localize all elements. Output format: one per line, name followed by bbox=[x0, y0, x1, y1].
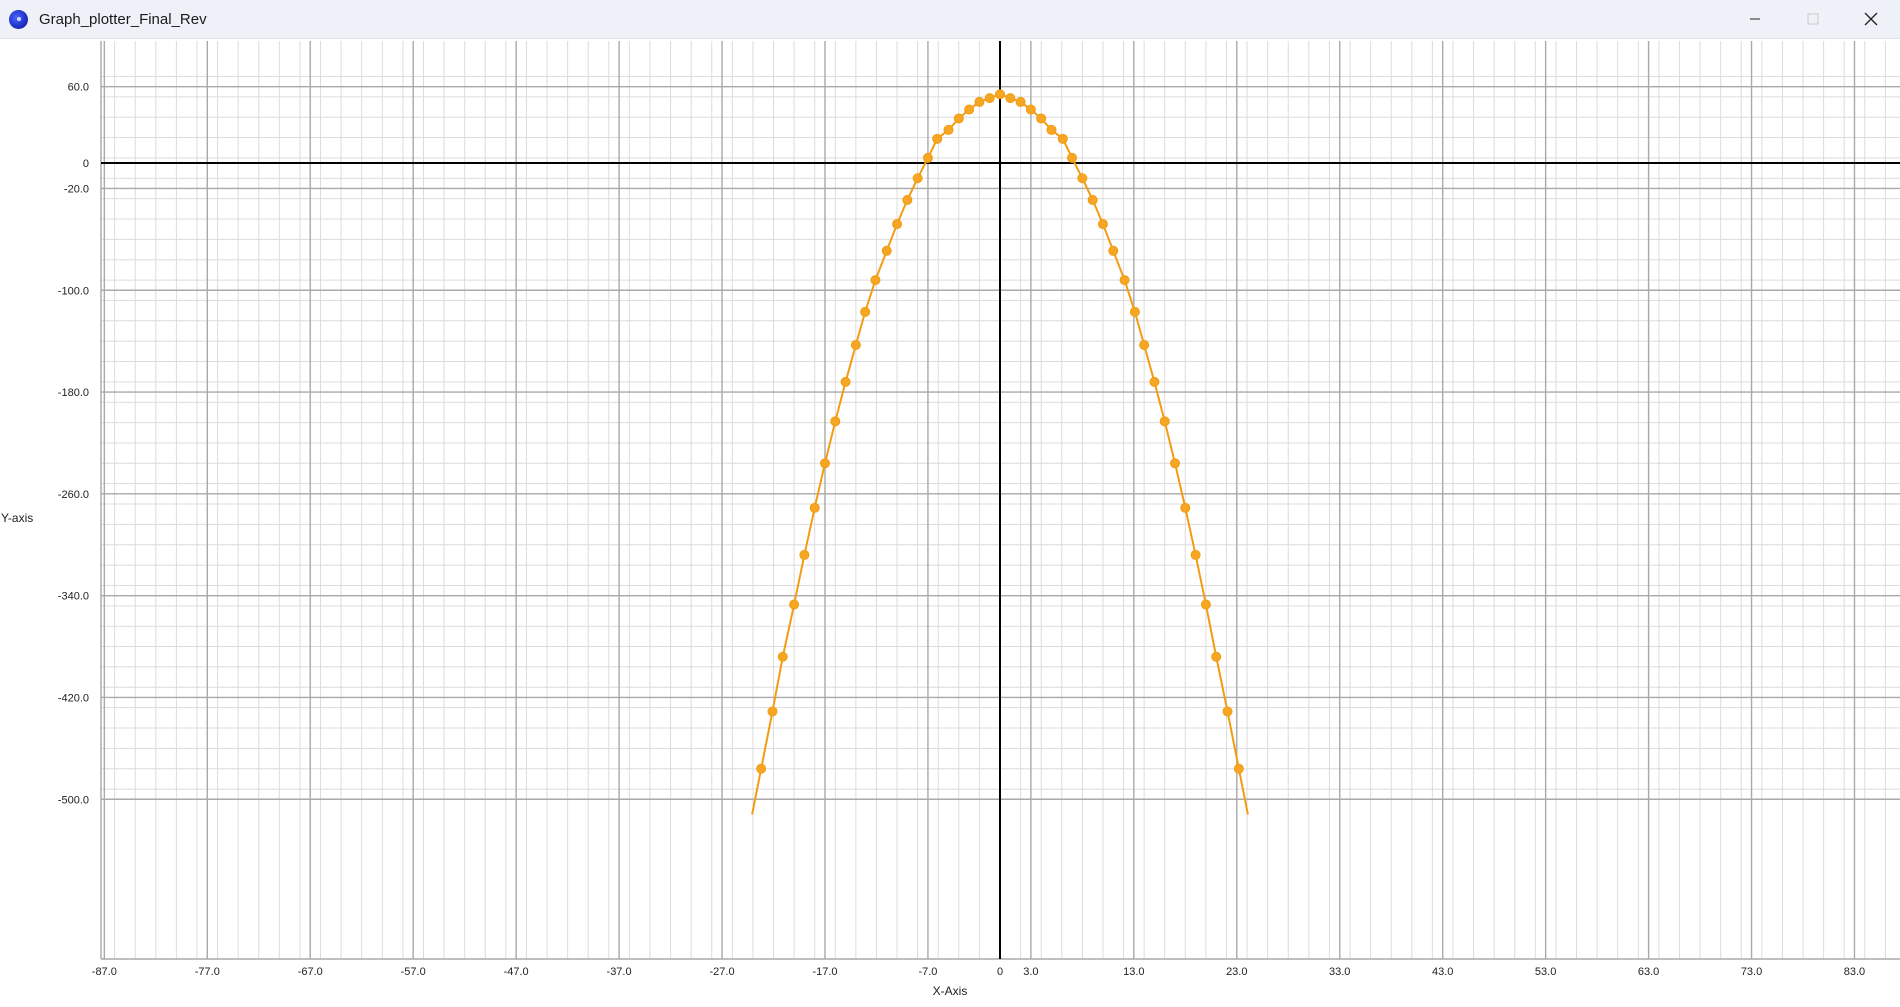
data-point bbox=[819, 458, 830, 469]
y-tick-label: -180.0 bbox=[58, 387, 89, 399]
y-tick-label: -500.0 bbox=[58, 794, 89, 806]
x-tick-label: 0 bbox=[997, 966, 1003, 978]
x-tick-label: -57.0 bbox=[401, 966, 426, 978]
data-point bbox=[809, 502, 820, 513]
data-point bbox=[1067, 152, 1078, 163]
data-point bbox=[1097, 219, 1108, 230]
y-tick-label: 0 bbox=[83, 158, 89, 170]
data-point bbox=[756, 763, 767, 774]
close-icon bbox=[1864, 12, 1878, 26]
data-point bbox=[964, 104, 975, 115]
x-tick-label: -7.0 bbox=[918, 966, 937, 978]
data-point bbox=[830, 416, 841, 427]
data-point bbox=[1005, 93, 1016, 104]
x-tick-label: 13.0 bbox=[1123, 966, 1144, 978]
data-point bbox=[912, 173, 923, 184]
data-point bbox=[881, 245, 892, 256]
maximize-icon bbox=[1807, 13, 1819, 25]
data-point bbox=[840, 376, 851, 387]
data-point bbox=[1180, 502, 1191, 513]
data-point bbox=[1170, 458, 1181, 469]
y-axis-title: Y-axis bbox=[1, 511, 33, 525]
data-point bbox=[892, 219, 903, 230]
data-point bbox=[767, 706, 778, 717]
x-tick-label: 73.0 bbox=[1741, 966, 1762, 978]
data-point bbox=[789, 599, 800, 610]
y-tick-label: 60.0 bbox=[68, 82, 89, 94]
data-point bbox=[1200, 599, 1211, 610]
x-tick-label: 43.0 bbox=[1432, 966, 1453, 978]
data-point bbox=[870, 275, 881, 286]
y-tick-labels: 60.0 0 -20.0 -100.0 -180.0 -260.0 -340.0 -420.0… bbox=[58, 82, 89, 807]
y-tick-label: -340.0 bbox=[58, 591, 89, 603]
x-tick-label: -77.0 bbox=[195, 966, 220, 978]
data-point bbox=[1149, 376, 1160, 387]
x-tick-label: 33.0 bbox=[1329, 966, 1350, 978]
x-tick-label: 3.0 bbox=[1023, 966, 1038, 978]
data-point bbox=[902, 194, 913, 205]
x-tick-label: 23.0 bbox=[1226, 966, 1247, 978]
data-point bbox=[932, 133, 943, 144]
x-tick-label: 83.0 bbox=[1844, 966, 1865, 978]
y-tick-label: -420.0 bbox=[58, 692, 89, 704]
x-tick-label: -17.0 bbox=[812, 966, 837, 978]
data-point bbox=[1108, 245, 1119, 256]
data-point bbox=[1036, 113, 1047, 124]
data-point bbox=[1057, 133, 1068, 144]
data-point bbox=[777, 651, 788, 662]
x-tick-labels: -87.0 -77.0 -67.0 -57.0 -47.0 -37.0 -27.0 -17.0… bbox=[92, 966, 1865, 978]
data-point bbox=[1211, 651, 1222, 662]
window-controls bbox=[1726, 0, 1900, 38]
data-series bbox=[751, 89, 1249, 815]
data-point bbox=[1129, 306, 1140, 317]
data-point bbox=[1233, 763, 1244, 774]
y-tick-label: -20.0 bbox=[64, 183, 89, 195]
x-tick-label: 63.0 bbox=[1638, 966, 1659, 978]
data-point bbox=[799, 549, 810, 560]
data-point bbox=[984, 93, 995, 104]
x-tick-label: -37.0 bbox=[607, 966, 632, 978]
data-point bbox=[860, 306, 871, 317]
x-tick-label: -27.0 bbox=[709, 966, 734, 978]
app-icon bbox=[9, 9, 28, 29]
data-point bbox=[1046, 124, 1057, 135]
data-point bbox=[1222, 706, 1233, 717]
data-point bbox=[995, 89, 1005, 100]
data-point bbox=[974, 96, 985, 107]
data-point bbox=[953, 113, 964, 124]
x-axis-title: X-Axis bbox=[933, 984, 968, 998]
minimize-button[interactable] bbox=[1726, 0, 1784, 38]
data-point bbox=[1139, 339, 1150, 350]
data-point bbox=[1077, 173, 1088, 184]
y-tick-label: -260.0 bbox=[58, 489, 89, 501]
x-tick-label: 53.0 bbox=[1535, 966, 1556, 978]
close-button[interactable] bbox=[1842, 0, 1900, 38]
data-point bbox=[1087, 194, 1098, 205]
data-point bbox=[943, 124, 954, 135]
window-title: Graph_plotter_Final_Rev bbox=[39, 10, 207, 28]
data-point bbox=[1025, 104, 1036, 115]
data-point bbox=[850, 339, 861, 350]
data-point bbox=[1190, 549, 1201, 560]
minimize-icon bbox=[1750, 18, 1760, 20]
x-tick-label: -67.0 bbox=[298, 966, 323, 978]
axes bbox=[101, 41, 1900, 959]
data-point bbox=[1159, 416, 1170, 427]
maximize-button[interactable] bbox=[1784, 0, 1842, 38]
data-point bbox=[1119, 275, 1130, 286]
data-point bbox=[922, 152, 933, 163]
x-tick-label: -47.0 bbox=[504, 966, 529, 978]
graph-canvas[interactable]: -87.0 -77.0 -67.0 -57.0 -47.0 -37.0 -27.0 -17.0… bbox=[0, 38, 1900, 1007]
title-bar[interactable]: Graph_plotter_Final_Rev bbox=[0, 0, 1900, 39]
x-tick-label: -87.0 bbox=[92, 966, 117, 978]
data-point bbox=[1015, 96, 1026, 107]
y-tick-label: -100.0 bbox=[58, 285, 89, 297]
